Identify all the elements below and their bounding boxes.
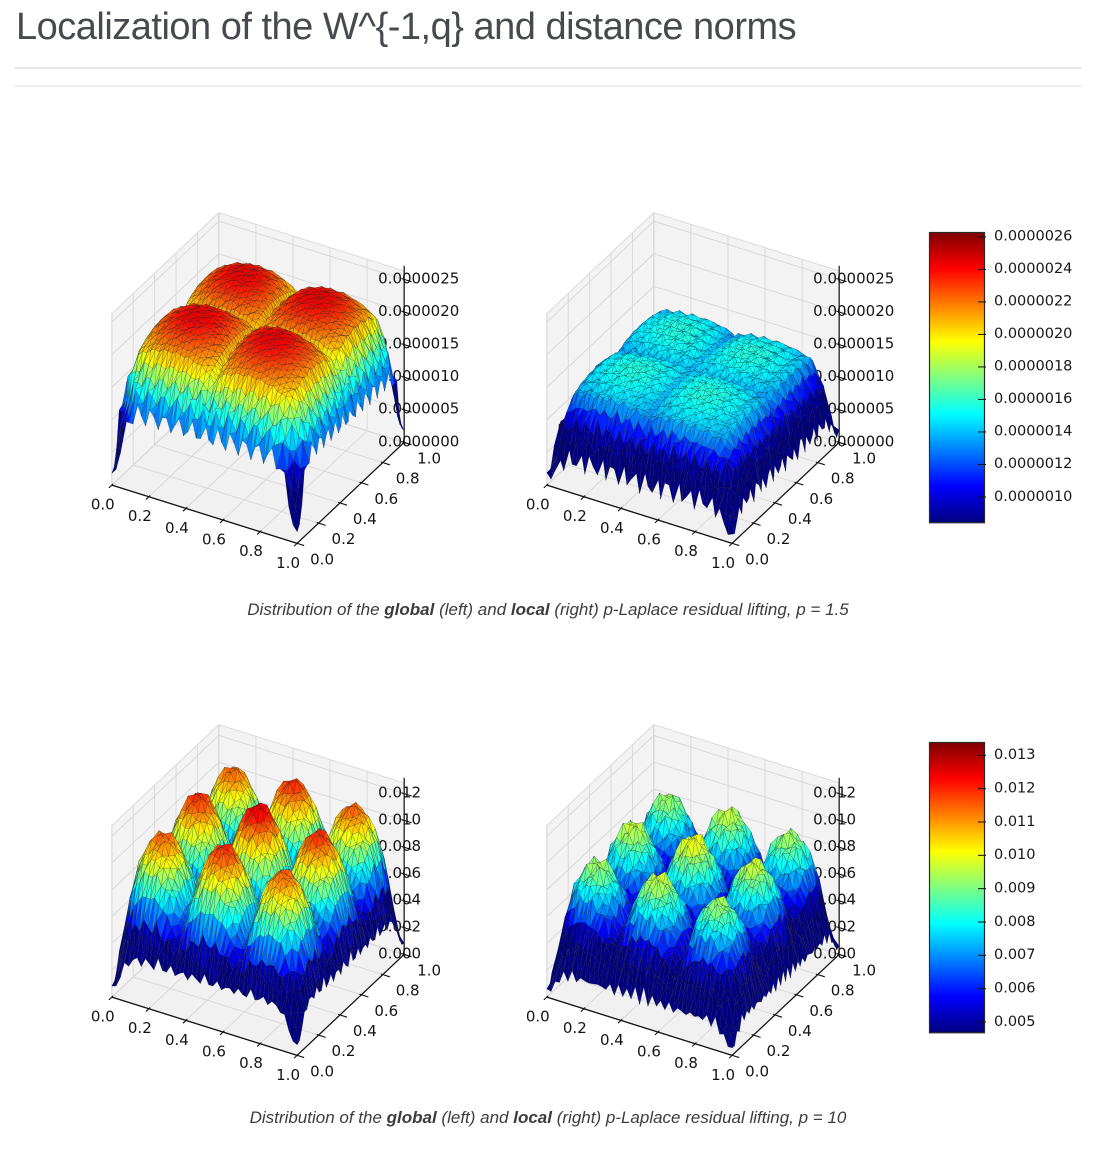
divider-bottom bbox=[14, 85, 1082, 87]
caption-emphasis: global bbox=[384, 600, 435, 619]
page-title: Localization of the W^{-1,q} and distanc… bbox=[16, 6, 797, 48]
surface-plot-global-p1-5 bbox=[55, 193, 500, 593]
caption-text: (right) p-Laplace residual lifting, p = … bbox=[549, 600, 849, 619]
colorbar-p1-5 bbox=[925, 225, 1096, 535]
figure-caption-p1-5: Distribution of the global (left) and lo… bbox=[0, 600, 1096, 620]
caption-text: (left) and bbox=[434, 600, 511, 619]
figure-caption-p10: Distribution of the global (left) and lo… bbox=[0, 1108, 1096, 1128]
caption-text: (left) and bbox=[436, 1108, 514, 1127]
surface-plot-global-p10 bbox=[55, 705, 500, 1105]
caption-text: Distribution of the bbox=[247, 600, 385, 619]
caption-text: Distribution of the bbox=[249, 1108, 387, 1127]
caption-emphasis: local bbox=[513, 1108, 552, 1127]
caption-emphasis: global bbox=[386, 1108, 437, 1127]
divider-top bbox=[14, 67, 1082, 69]
caption-emphasis: local bbox=[510, 600, 550, 619]
caption-text: (right) p-Laplace residual lifting, p = … bbox=[552, 1108, 847, 1127]
surface-plot-local-p10 bbox=[490, 705, 935, 1105]
colorbar-p10 bbox=[925, 735, 1096, 1045]
surface-plot-local-p1-5 bbox=[490, 193, 935, 593]
